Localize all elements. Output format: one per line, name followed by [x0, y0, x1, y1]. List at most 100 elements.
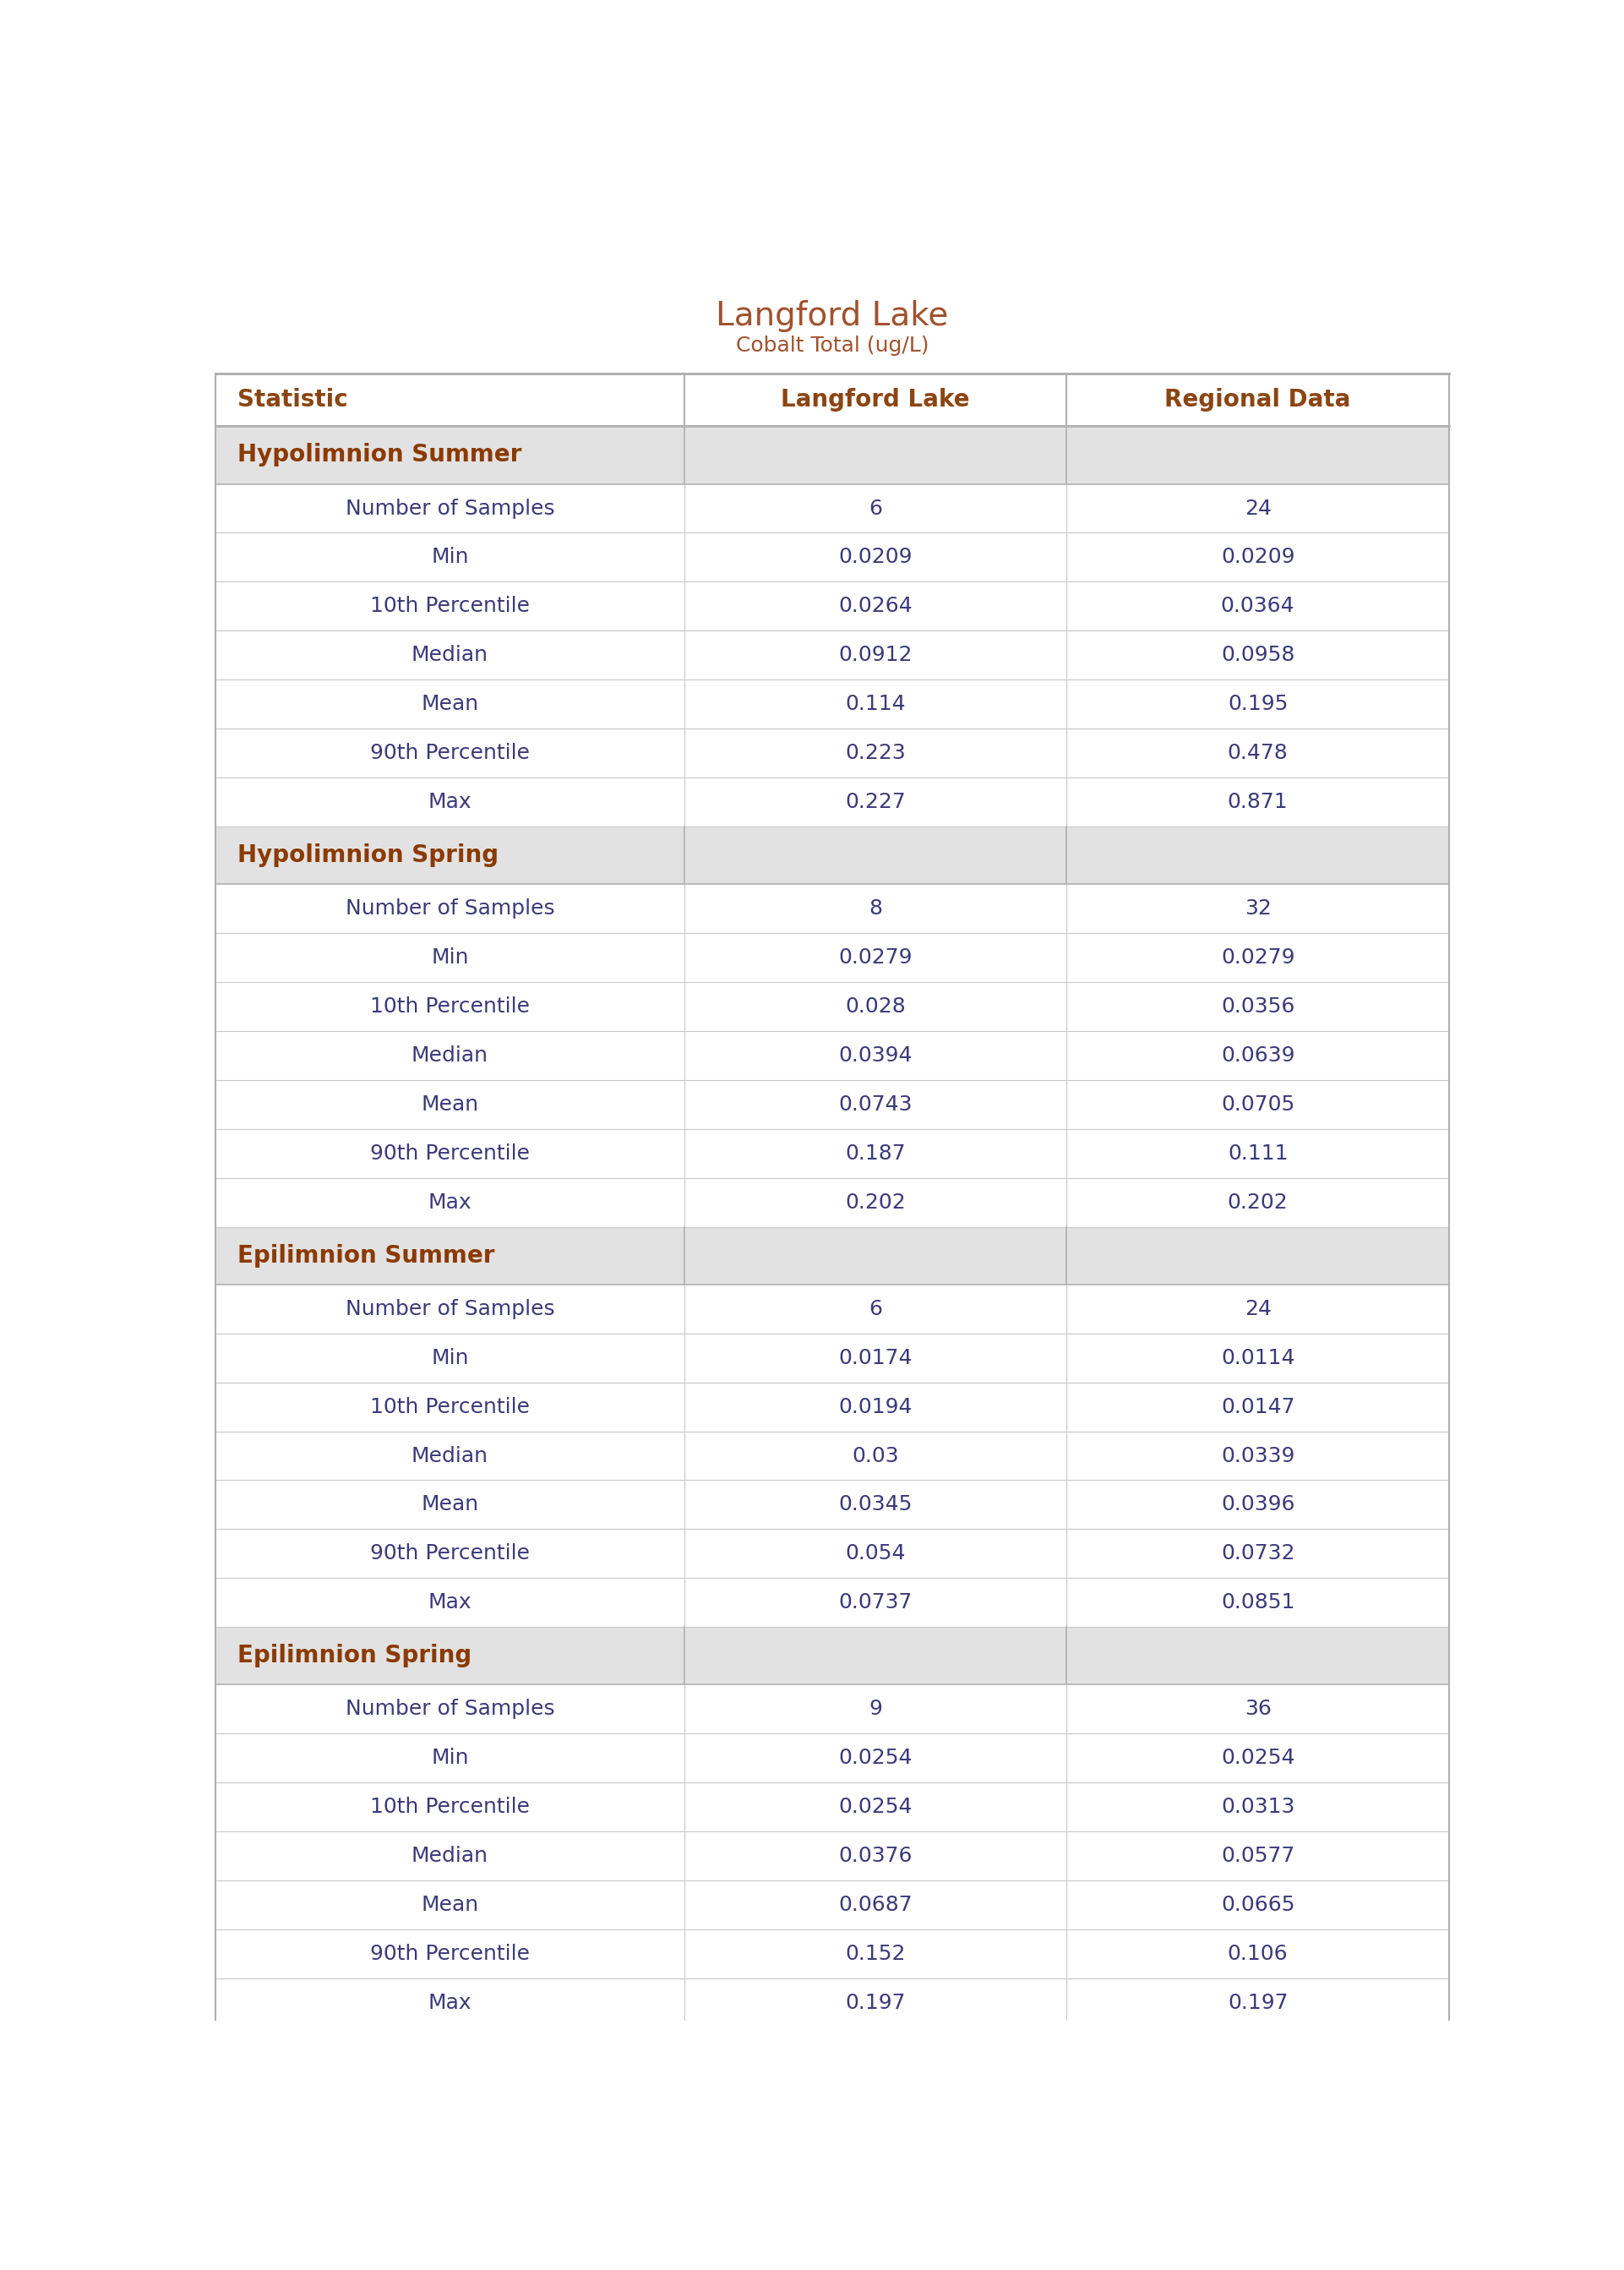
Text: 90th Percentile: 90th Percentile: [370, 742, 529, 763]
Text: 36: 36: [1244, 1698, 1272, 1718]
Text: Langford Lake: Langford Lake: [781, 388, 970, 411]
Bar: [216, 484, 1449, 533]
Text: 8: 8: [869, 899, 882, 919]
Bar: [216, 1178, 1449, 1226]
Text: 0.0851: 0.0851: [1221, 1594, 1294, 1612]
Text: Hypolimnion Summer: Hypolimnion Summer: [237, 443, 521, 468]
Bar: [216, 1432, 1449, 1480]
Text: 10th Percentile: 10th Percentile: [370, 997, 529, 1017]
Text: Cobalt Total (ug/L): Cobalt Total (ug/L): [736, 336, 929, 356]
Text: 0.0194: 0.0194: [838, 1396, 913, 1416]
Text: 0.0114: 0.0114: [1221, 1348, 1294, 1369]
Bar: [216, 427, 1449, 484]
Bar: [216, 1031, 1449, 1081]
Text: 0.0264: 0.0264: [838, 597, 913, 617]
Bar: [216, 1628, 1449, 1684]
Text: 0.0254: 0.0254: [838, 1798, 913, 1818]
Text: 90th Percentile: 90th Percentile: [370, 1544, 529, 1564]
Text: 0.0279: 0.0279: [1221, 947, 1294, 967]
Bar: [216, 1332, 1449, 1382]
Bar: [216, 1480, 1449, 1530]
Text: 0.202: 0.202: [1228, 1192, 1288, 1212]
Text: Number of Samples: Number of Samples: [346, 1298, 554, 1319]
Text: Median: Median: [411, 645, 489, 665]
Text: Min: Min: [430, 1348, 469, 1369]
Text: 10th Percentile: 10th Percentile: [370, 1798, 529, 1818]
Bar: [216, 1530, 1449, 1578]
Text: 32: 32: [1244, 899, 1272, 919]
Bar: [216, 1382, 1449, 1432]
Text: 0.0356: 0.0356: [1221, 997, 1294, 1017]
Text: 0.0174: 0.0174: [838, 1348, 913, 1369]
Text: Statistic: Statistic: [237, 388, 348, 411]
Bar: [216, 631, 1449, 679]
Text: 0.0737: 0.0737: [838, 1594, 913, 1612]
Text: 24: 24: [1244, 497, 1272, 518]
Text: Mean: Mean: [421, 1494, 479, 1514]
Text: Hypolimnion Spring: Hypolimnion Spring: [237, 844, 499, 867]
Bar: [216, 1880, 1449, 1930]
Bar: [216, 885, 1449, 933]
Text: 0.0577: 0.0577: [1221, 1846, 1294, 1866]
Text: 0.152: 0.152: [844, 1943, 906, 1964]
Text: 0.197: 0.197: [1228, 1993, 1288, 2013]
Bar: [216, 1684, 1449, 1734]
Text: 0.054: 0.054: [844, 1544, 906, 1564]
Text: 0.111: 0.111: [1228, 1144, 1288, 1165]
Text: Max: Max: [429, 1993, 471, 2013]
Text: Max: Max: [429, 792, 471, 813]
Text: 0.871: 0.871: [1228, 792, 1288, 813]
Text: Langford Lake: Langford Lake: [716, 300, 948, 331]
Text: Number of Samples: Number of Samples: [346, 899, 554, 919]
Text: 9: 9: [869, 1698, 882, 1718]
Text: 0.0254: 0.0254: [1221, 1748, 1294, 1768]
Text: 0.0376: 0.0376: [838, 1846, 913, 1866]
Bar: [216, 1979, 1449, 2027]
Bar: [216, 729, 1449, 779]
Bar: [216, 1226, 1449, 1285]
Text: 0.0147: 0.0147: [1221, 1396, 1294, 1416]
Text: 0.0209: 0.0209: [1221, 547, 1294, 568]
Text: Max: Max: [429, 1594, 471, 1612]
Bar: [216, 1285, 1449, 1332]
Text: 0.0958: 0.0958: [1221, 645, 1294, 665]
Text: 0.0705: 0.0705: [1221, 1094, 1294, 1115]
Text: 0.0279: 0.0279: [838, 947, 913, 967]
Bar: [216, 1832, 1449, 1880]
Text: 0.03: 0.03: [853, 1446, 900, 1466]
Text: 0.0313: 0.0313: [1221, 1798, 1294, 1818]
Text: Median: Median: [411, 1446, 489, 1466]
Text: Mean: Mean: [421, 695, 479, 715]
Text: 0.0687: 0.0687: [838, 1895, 913, 1916]
Text: 0.0639: 0.0639: [1221, 1044, 1294, 1065]
Bar: [216, 1930, 1449, 1979]
Text: 10th Percentile: 10th Percentile: [370, 1396, 529, 1416]
Bar: [216, 679, 1449, 729]
Bar: [216, 1734, 1449, 1782]
Text: Epilimnion Spring: Epilimnion Spring: [237, 1643, 473, 1668]
Text: Min: Min: [430, 547, 469, 568]
Text: Min: Min: [430, 1748, 469, 1768]
Text: Mean: Mean: [421, 1094, 479, 1115]
Text: 0.187: 0.187: [844, 1144, 906, 1165]
Text: Min: Min: [430, 947, 469, 967]
Text: 0.0339: 0.0339: [1221, 1446, 1294, 1466]
Text: 0.0665: 0.0665: [1221, 1895, 1294, 1916]
Bar: [216, 779, 1449, 826]
Text: 0.0254: 0.0254: [838, 1748, 913, 1768]
Text: 6: 6: [869, 497, 882, 518]
Text: Max: Max: [429, 1192, 471, 1212]
Text: 0.195: 0.195: [1228, 695, 1288, 715]
Text: Number of Samples: Number of Samples: [346, 497, 554, 518]
Text: 0.202: 0.202: [844, 1192, 906, 1212]
Bar: [216, 826, 1449, 885]
Text: Number of Samples: Number of Samples: [346, 1698, 554, 1718]
Text: 0.028: 0.028: [844, 997, 906, 1017]
Bar: [216, 1578, 1449, 1628]
Text: 6: 6: [869, 1298, 882, 1319]
Text: 0.478: 0.478: [1228, 742, 1288, 763]
Text: Median: Median: [411, 1846, 489, 1866]
Text: 0.0396: 0.0396: [1221, 1494, 1294, 1514]
Bar: [216, 1782, 1449, 1832]
Text: 0.197: 0.197: [844, 1993, 906, 2013]
